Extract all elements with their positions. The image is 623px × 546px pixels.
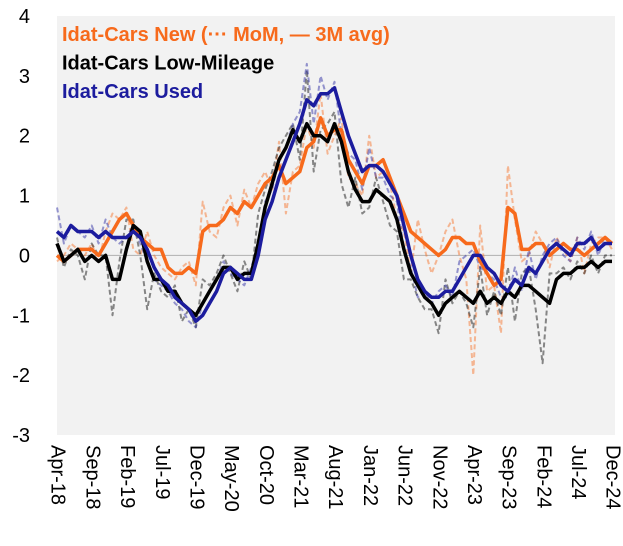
avg-line: [55, 121, 612, 318]
x-tick-label: Sep-23: [498, 445, 520, 510]
x-tick-label: Feb-19: [116, 445, 138, 508]
legend-entry: Idat-Cars Low-Mileage: [62, 53, 274, 75]
y-tick-label: -1: [12, 305, 30, 327]
x-tick-label: May-20: [220, 445, 242, 512]
x-tick-label: Jul-19: [151, 445, 173, 499]
y-tick-label: 1: [19, 186, 30, 208]
y-tick-label: -3: [12, 425, 30, 447]
x-tick-label: Jul-24: [567, 445, 589, 499]
x-tick-label: Dec-24: [602, 445, 623, 509]
x-tick-label: Apr-18: [47, 445, 69, 505]
x-tick-label: Jun-22: [394, 445, 416, 506]
x-tick-label: Nov-22: [428, 445, 450, 509]
y-tick-label: 0: [19, 245, 30, 267]
x-tick-label: Sep-18: [81, 445, 103, 510]
x-tick-label: Dec-19: [185, 445, 207, 509]
x-tick-label: Feb-24: [532, 445, 554, 508]
x-tick-label: Aug-21: [324, 445, 346, 510]
mom-line: [56, 68, 612, 365]
y-tick-label: 4: [19, 6, 30, 28]
mom-line: [56, 92, 613, 377]
y-tick-label: 2: [19, 126, 30, 148]
y-tick-label: 3: [19, 66, 30, 88]
y-tick-label: -2: [12, 365, 30, 387]
plot-background: [57, 16, 615, 435]
legend-entry: Idat-Cars Used: [62, 81, 203, 103]
x-tick-label: Jan-22: [359, 445, 381, 506]
x-tick-label: Mar-21: [290, 445, 312, 508]
legend-entry: Idat-Cars New (··· MoM, — 3M avg): [62, 24, 390, 46]
x-tick-label: Oct-20: [255, 445, 277, 505]
avg-line: [55, 86, 612, 324]
x-tick-label: Apr-23: [463, 445, 485, 505]
avg-line: [55, 116, 614, 288]
